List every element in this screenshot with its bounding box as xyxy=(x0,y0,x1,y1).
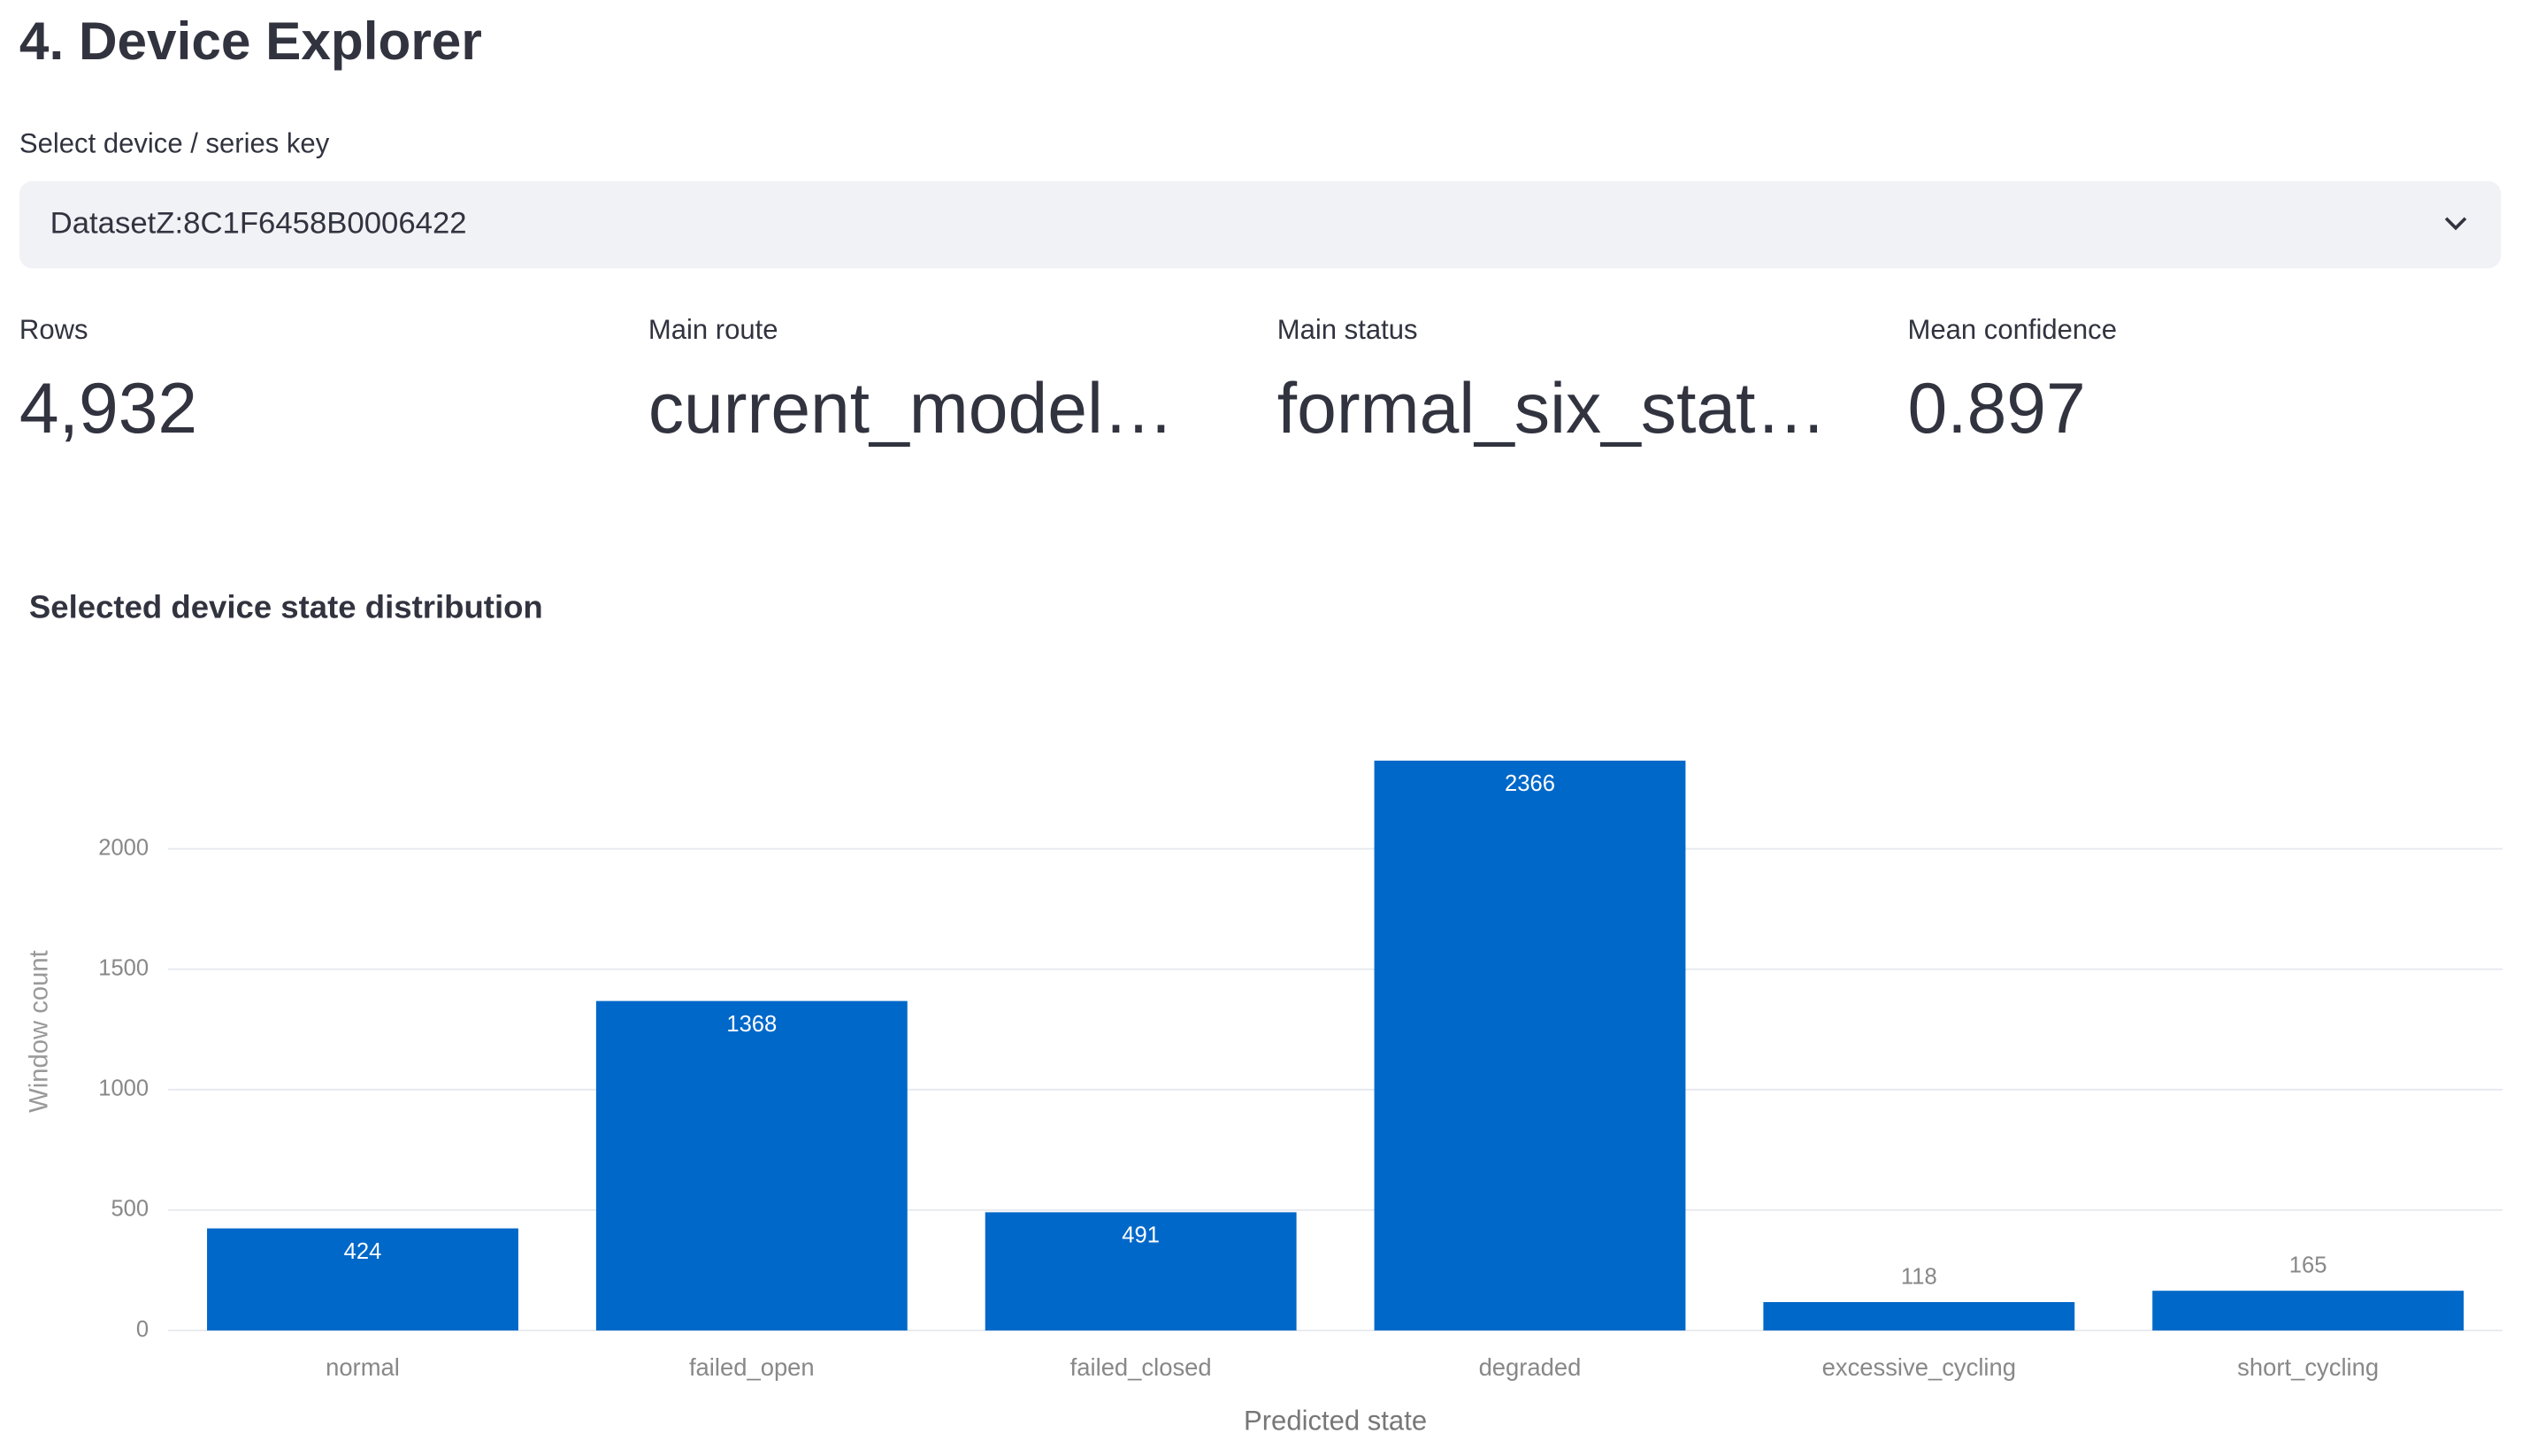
chart-title: Selected device state distribution xyxy=(29,589,543,625)
metrics: Rows 4,932 Main route current_model… Main st… xyxy=(19,314,2117,448)
bar xyxy=(985,1212,1297,1331)
page-title: 4. Device Explorer xyxy=(19,11,482,71)
x-tick-label: excessive_cycling xyxy=(1822,1353,2016,1381)
metric-value: formal_six_stat… xyxy=(1277,369,1827,448)
y-tick-label: 500 xyxy=(111,1197,149,1222)
select-value: DatasetZ:8C1F6458B0006422 xyxy=(50,206,467,240)
metric-label: Main status xyxy=(1277,314,1418,345)
y-tick-label: 2000 xyxy=(98,835,149,860)
y-axis-title: Window count xyxy=(25,950,53,1113)
x-axis-title: Predicted state xyxy=(1244,1406,1427,1437)
data-label: 165 xyxy=(2289,1253,2327,1278)
bar xyxy=(207,1228,518,1331)
plot: 0 500 1000 1500 2000 normal 424 failed_open 1368… xyxy=(98,760,2503,1381)
data-label: 1368 xyxy=(726,1012,777,1037)
select-box[interactable] xyxy=(19,180,2502,269)
data-label: 118 xyxy=(1901,1264,1937,1289)
metric-label: Mean confidence xyxy=(1908,314,2117,345)
bar xyxy=(1763,1302,2075,1331)
x-tick-label: failed_closed xyxy=(1070,1353,1212,1381)
metric-value: current_model… xyxy=(648,369,1174,448)
metric-value: 0.897 xyxy=(1908,369,2086,448)
x-tick-label: normal xyxy=(326,1353,400,1381)
select-chevron[interactable] xyxy=(2444,217,2467,231)
bar xyxy=(1374,760,1686,1331)
x-tick-label: failed_open xyxy=(689,1353,815,1381)
bar xyxy=(595,1000,908,1331)
metric-value: 4,932 xyxy=(19,369,197,448)
metric-label: Main route xyxy=(648,314,778,345)
y-tick-label: 1500 xyxy=(98,955,149,980)
y-tick-label: 0 xyxy=(136,1317,149,1342)
x-tick-label: short_cycling xyxy=(2237,1353,2379,1381)
data-label: 424 xyxy=(344,1239,382,1264)
y-tick-label: 1000 xyxy=(98,1077,149,1101)
data-label: 491 xyxy=(1122,1223,1160,1248)
bar xyxy=(2152,1291,2465,1331)
metric-label: Rows xyxy=(19,314,88,345)
data-label: 2366 xyxy=(1505,771,1555,796)
select-label: Select device / series key xyxy=(19,128,330,159)
x-tick-label: degraded xyxy=(1479,1353,1582,1381)
